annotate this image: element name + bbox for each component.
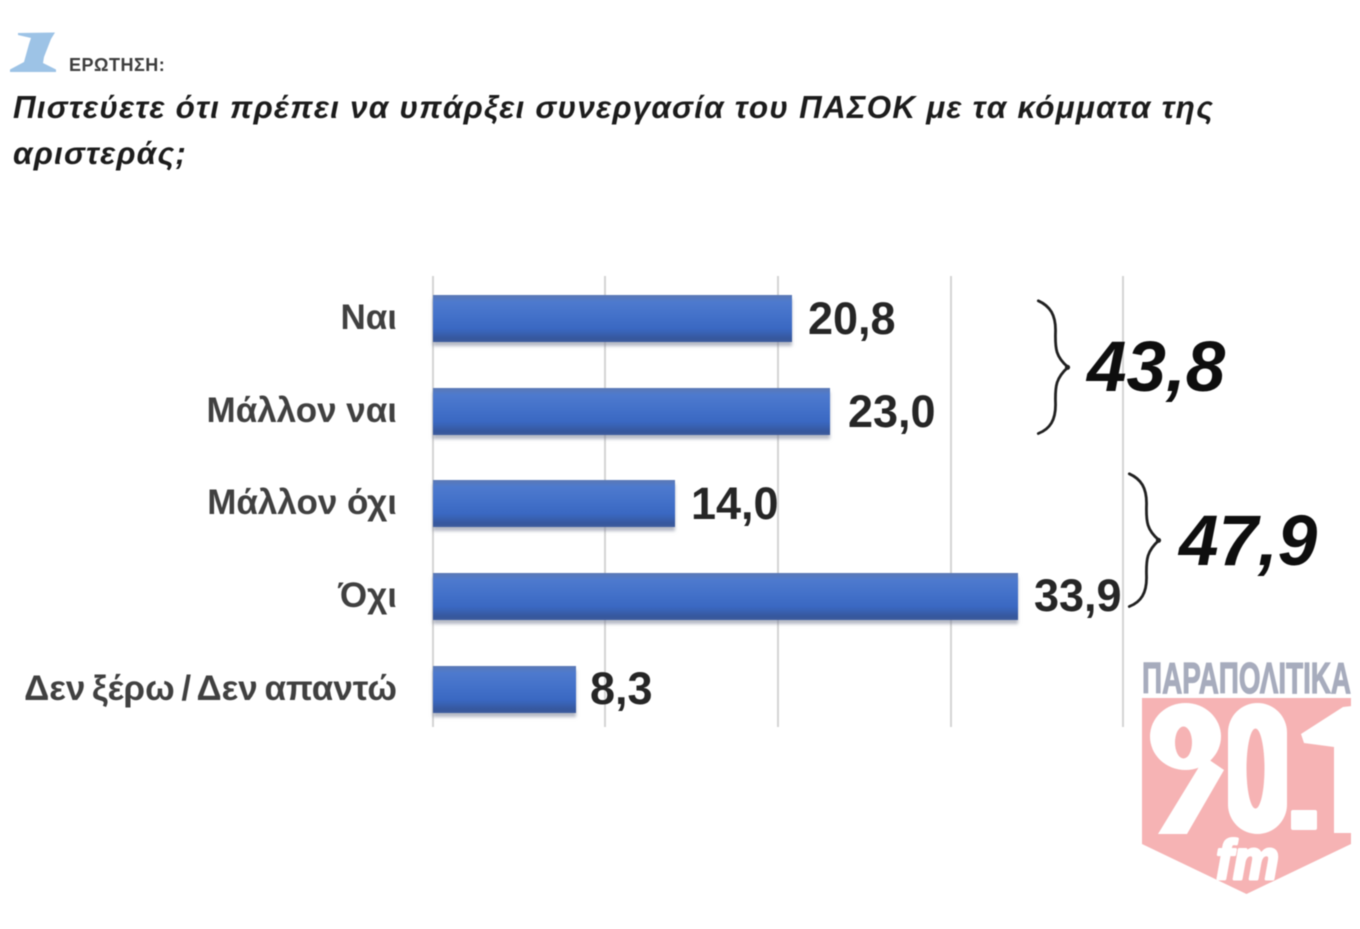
svg-text:ΠΑΡΑΠΟΛΙΤΙΚΑ: ΠΑΡΑΠΟΛΙΤΙΚΑ — [1142, 654, 1351, 703]
svg-text:fm: fm — [1216, 828, 1279, 891]
